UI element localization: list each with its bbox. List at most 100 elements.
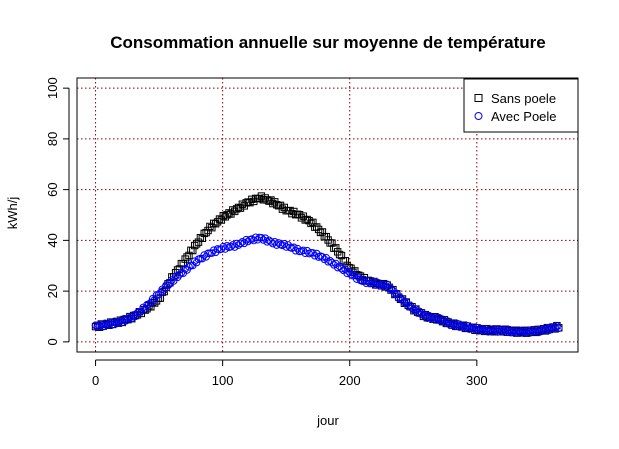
point-avec-poele [335,262,344,271]
legend: Sans poele Avec Poele [463,78,579,133]
point-avec-poele [160,286,168,294]
point-avec-poele [120,314,128,323]
point-avec-poele [139,303,148,312]
point-avec-poele [209,246,218,254]
point-sans-poele [183,253,191,261]
point-sans-poele [192,240,201,248]
point-avec-poele [269,239,277,248]
point-avec-poele [516,329,525,337]
point-avec-poele [541,326,550,334]
point-avec-poele [490,326,498,335]
point-sans-poele [297,214,306,222]
point-sans-poele [198,234,207,243]
point-avec-poele [471,325,479,334]
point-avec-poele [461,324,470,332]
point-avec-poele [412,305,420,313]
point-avec-poele [129,311,138,319]
point-avec-poele [145,300,153,308]
point-avec-poele [553,322,561,330]
point-avec-poele [310,251,319,260]
y-tick-label: 20 [45,284,60,298]
point-avec-poele [175,270,184,279]
point-avec-poele [465,325,474,333]
x-tick-label: 300 [466,373,488,388]
point-sans-poele [232,205,241,213]
point-sans-poele [223,211,231,219]
y-tick-label: 0 [45,338,60,345]
point-avec-poele [455,323,464,331]
x-tick-label: 0 [92,373,99,388]
point-avec-poele [110,317,119,326]
x-axis: 0 100 200 300 [92,359,488,388]
point-avec-poele [219,242,228,251]
point-avec-poele [253,235,262,244]
point-sans-poele [316,228,325,237]
point-avec-poele [318,253,327,261]
point-sans-poele [255,194,264,203]
point-sans-poele [272,201,281,209]
point-avec-poele [232,239,241,248]
point-avec-poele [223,241,231,250]
point-sans-poele [196,234,205,242]
point-avec-poele [467,323,475,331]
point-sans-poele [312,223,321,231]
point-avec-poele [383,280,392,289]
point-sans-poele [248,195,256,203]
y-tick-label: 80 [45,132,60,146]
point-avec-poele [452,322,460,330]
point-sans-poele [332,244,340,252]
point-avec-poele [507,328,515,337]
point-sans-poele [335,250,344,259]
point-avec-poele [387,284,395,293]
point-sans-poele [238,200,247,208]
point-sans-poele [211,220,220,228]
point-sans-poele [227,210,235,218]
point-sans-poele [269,199,277,208]
point-avec-poele [91,321,100,330]
point-avec-poele [486,325,494,333]
point-avec-poele [301,249,310,258]
point-sans-poele [236,204,245,212]
legend-label: Sans poele [491,91,556,106]
point-avec-poele [185,263,193,271]
point-sans-poele [276,201,285,210]
point-avec-poele [242,235,250,244]
point-avec-poele [347,270,355,279]
point-avec-poele [181,264,189,273]
point-avec-poele [107,318,115,327]
point-avec-poele [423,314,432,323]
point-sans-poele [171,268,180,277]
point-avec-poele [101,319,109,328]
point-avec-poele [154,290,163,299]
point-avec-poele [341,265,350,274]
point-avec-poele [131,312,140,321]
y-tick-label: 100 [45,77,60,99]
data-points [91,192,563,337]
point-avec-poele [164,281,172,290]
point-avec-poele [392,289,401,298]
point-avec-poele [278,241,287,250]
point-avec-poele [476,324,485,333]
point-avec-poele [379,280,388,289]
point-avec-poele [495,325,504,333]
point-sans-poele [265,197,273,205]
point-avec-poele [116,317,125,325]
y-axis-label: kWh/j [5,197,20,230]
point-sans-poele [278,205,287,213]
point-sans-poele [202,228,210,237]
point-avec-poele [526,329,535,337]
point-avec-poele [97,320,106,329]
point-sans-poele [288,209,296,218]
point-avec-poele [351,271,359,279]
point-avec-poele [520,327,529,336]
point-sans-poele [341,257,349,265]
y-tick-label: 40 [45,233,60,247]
point-avec-poele [272,241,281,249]
legend-label: Avec Poele [491,109,557,124]
point-sans-poele [175,265,184,273]
point-sans-poele [229,206,237,214]
point-avec-poele [330,261,338,269]
y-axis: 0 20 40 60 80 100 [45,77,70,345]
legend-marker-circle [474,112,483,120]
point-avec-poele [217,245,226,253]
